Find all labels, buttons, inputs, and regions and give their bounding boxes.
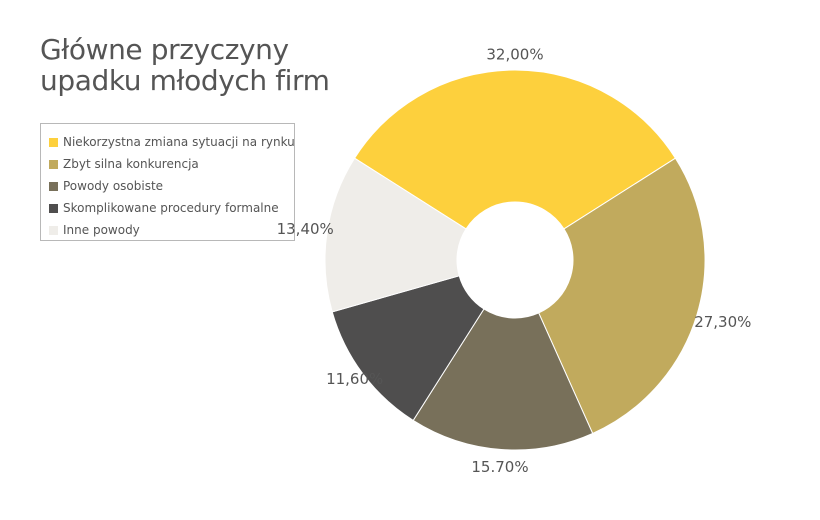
slice-data-label: 11,60% [326,370,383,388]
legend-swatch [49,137,58,147]
donut-slice[interactable] [331,275,485,422]
donut-slice[interactable] [412,308,594,451]
chart-title-line-2: upadku młodych firm [40,64,330,97]
legend-swatch [49,203,58,213]
donut-slice[interactable] [353,69,677,230]
slice-data-label: 13,40% [277,220,334,238]
chart-title: Główne przyczyny upadku młodych firm [40,34,340,96]
legend-item[interactable]: Skomplikowane procedury formalne [49,197,294,219]
legend-item[interactable]: Niekorzystna zmiana sytuacji na rynku [49,131,295,153]
legend: Niekorzystna zmiana sytuacji na rynku Zb… [40,123,295,241]
slice-data-label: 15.70% [471,458,528,476]
legend-label: Niekorzystna zmiana sytuacji na rynku [63,135,295,149]
slice-data-label: 32,00% [486,46,543,64]
legend-swatch [49,225,58,235]
slice-data-label: 27,30% [694,313,751,331]
legend-label: Inne powody [63,223,140,237]
legend-item[interactable]: Zbyt silna konkurencja [49,153,294,175]
donut-slice[interactable] [324,157,467,313]
legend-item[interactable]: Inne powody [49,219,294,241]
legend-item[interactable]: Powody osobiste [49,175,294,197]
legend-label: Zbyt silna konkurencja [63,157,199,171]
legend-swatch [49,181,58,191]
legend-label: Skomplikowane procedury formalne [63,201,279,215]
chart-title-line-1: Główne przyczyny [40,33,289,66]
legend-swatch [49,159,58,169]
legend-label: Powody osobiste [63,179,164,193]
donut-slice[interactable] [538,157,706,435]
